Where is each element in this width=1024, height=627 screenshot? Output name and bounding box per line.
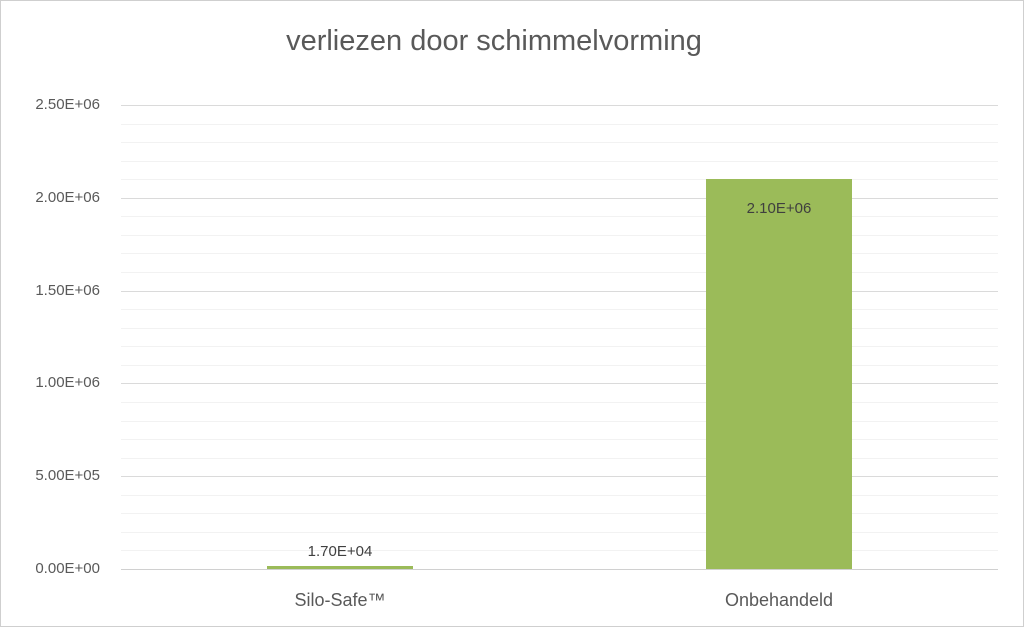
gridline-minor [121, 531, 998, 533]
gridline-minor [121, 420, 998, 422]
y-tick-label: 2.50E+06 [35, 96, 100, 113]
gridline-minor [121, 439, 998, 441]
gridline-major [121, 383, 998, 385]
bar-data-label: 2.10E+06 [746, 200, 812, 217]
chart-title: verliezen door schimmelvorming [286, 25, 702, 57]
gridline-minor [121, 494, 998, 496]
gridline-minor [121, 327, 998, 329]
x-category-label: Onbehandeld [724, 590, 834, 610]
gridline-minor [121, 123, 998, 125]
x-axis-line [121, 569, 998, 570]
gridline-minor [121, 513, 998, 515]
gridline-minor [121, 234, 998, 236]
gridline-minor [121, 346, 998, 348]
bar [267, 566, 413, 569]
gridline-major [121, 105, 998, 106]
y-tick-label: 0.00E+00 [35, 560, 100, 577]
x-category-label: Silo-Safe™ [294, 590, 386, 610]
gridline-minor [121, 253, 998, 255]
gridline-major [121, 197, 998, 199]
y-tick-label: 2.00E+06 [35, 188, 100, 206]
gridline-minor [121, 216, 998, 218]
gridline-minor [121, 401, 998, 403]
gridline-major [121, 290, 998, 292]
gridline-minor [121, 142, 998, 144]
gridline-minor [121, 309, 998, 311]
gridline-major [121, 476, 998, 478]
gridline-minor [121, 160, 998, 162]
y-tick-label: 1.50E+06 [35, 281, 100, 299]
gridline-minor [121, 457, 998, 459]
gridline-minor [121, 179, 998, 181]
gridline-minor [121, 550, 998, 552]
y-tick-label: 5.00E+05 [35, 467, 100, 485]
bar [706, 179, 852, 569]
bar-data-label: 1.70E+04 [307, 543, 373, 560]
gridline-minor [121, 272, 998, 274]
y-tick-label: 1.00E+06 [35, 374, 100, 392]
gridline-minor [121, 364, 998, 366]
